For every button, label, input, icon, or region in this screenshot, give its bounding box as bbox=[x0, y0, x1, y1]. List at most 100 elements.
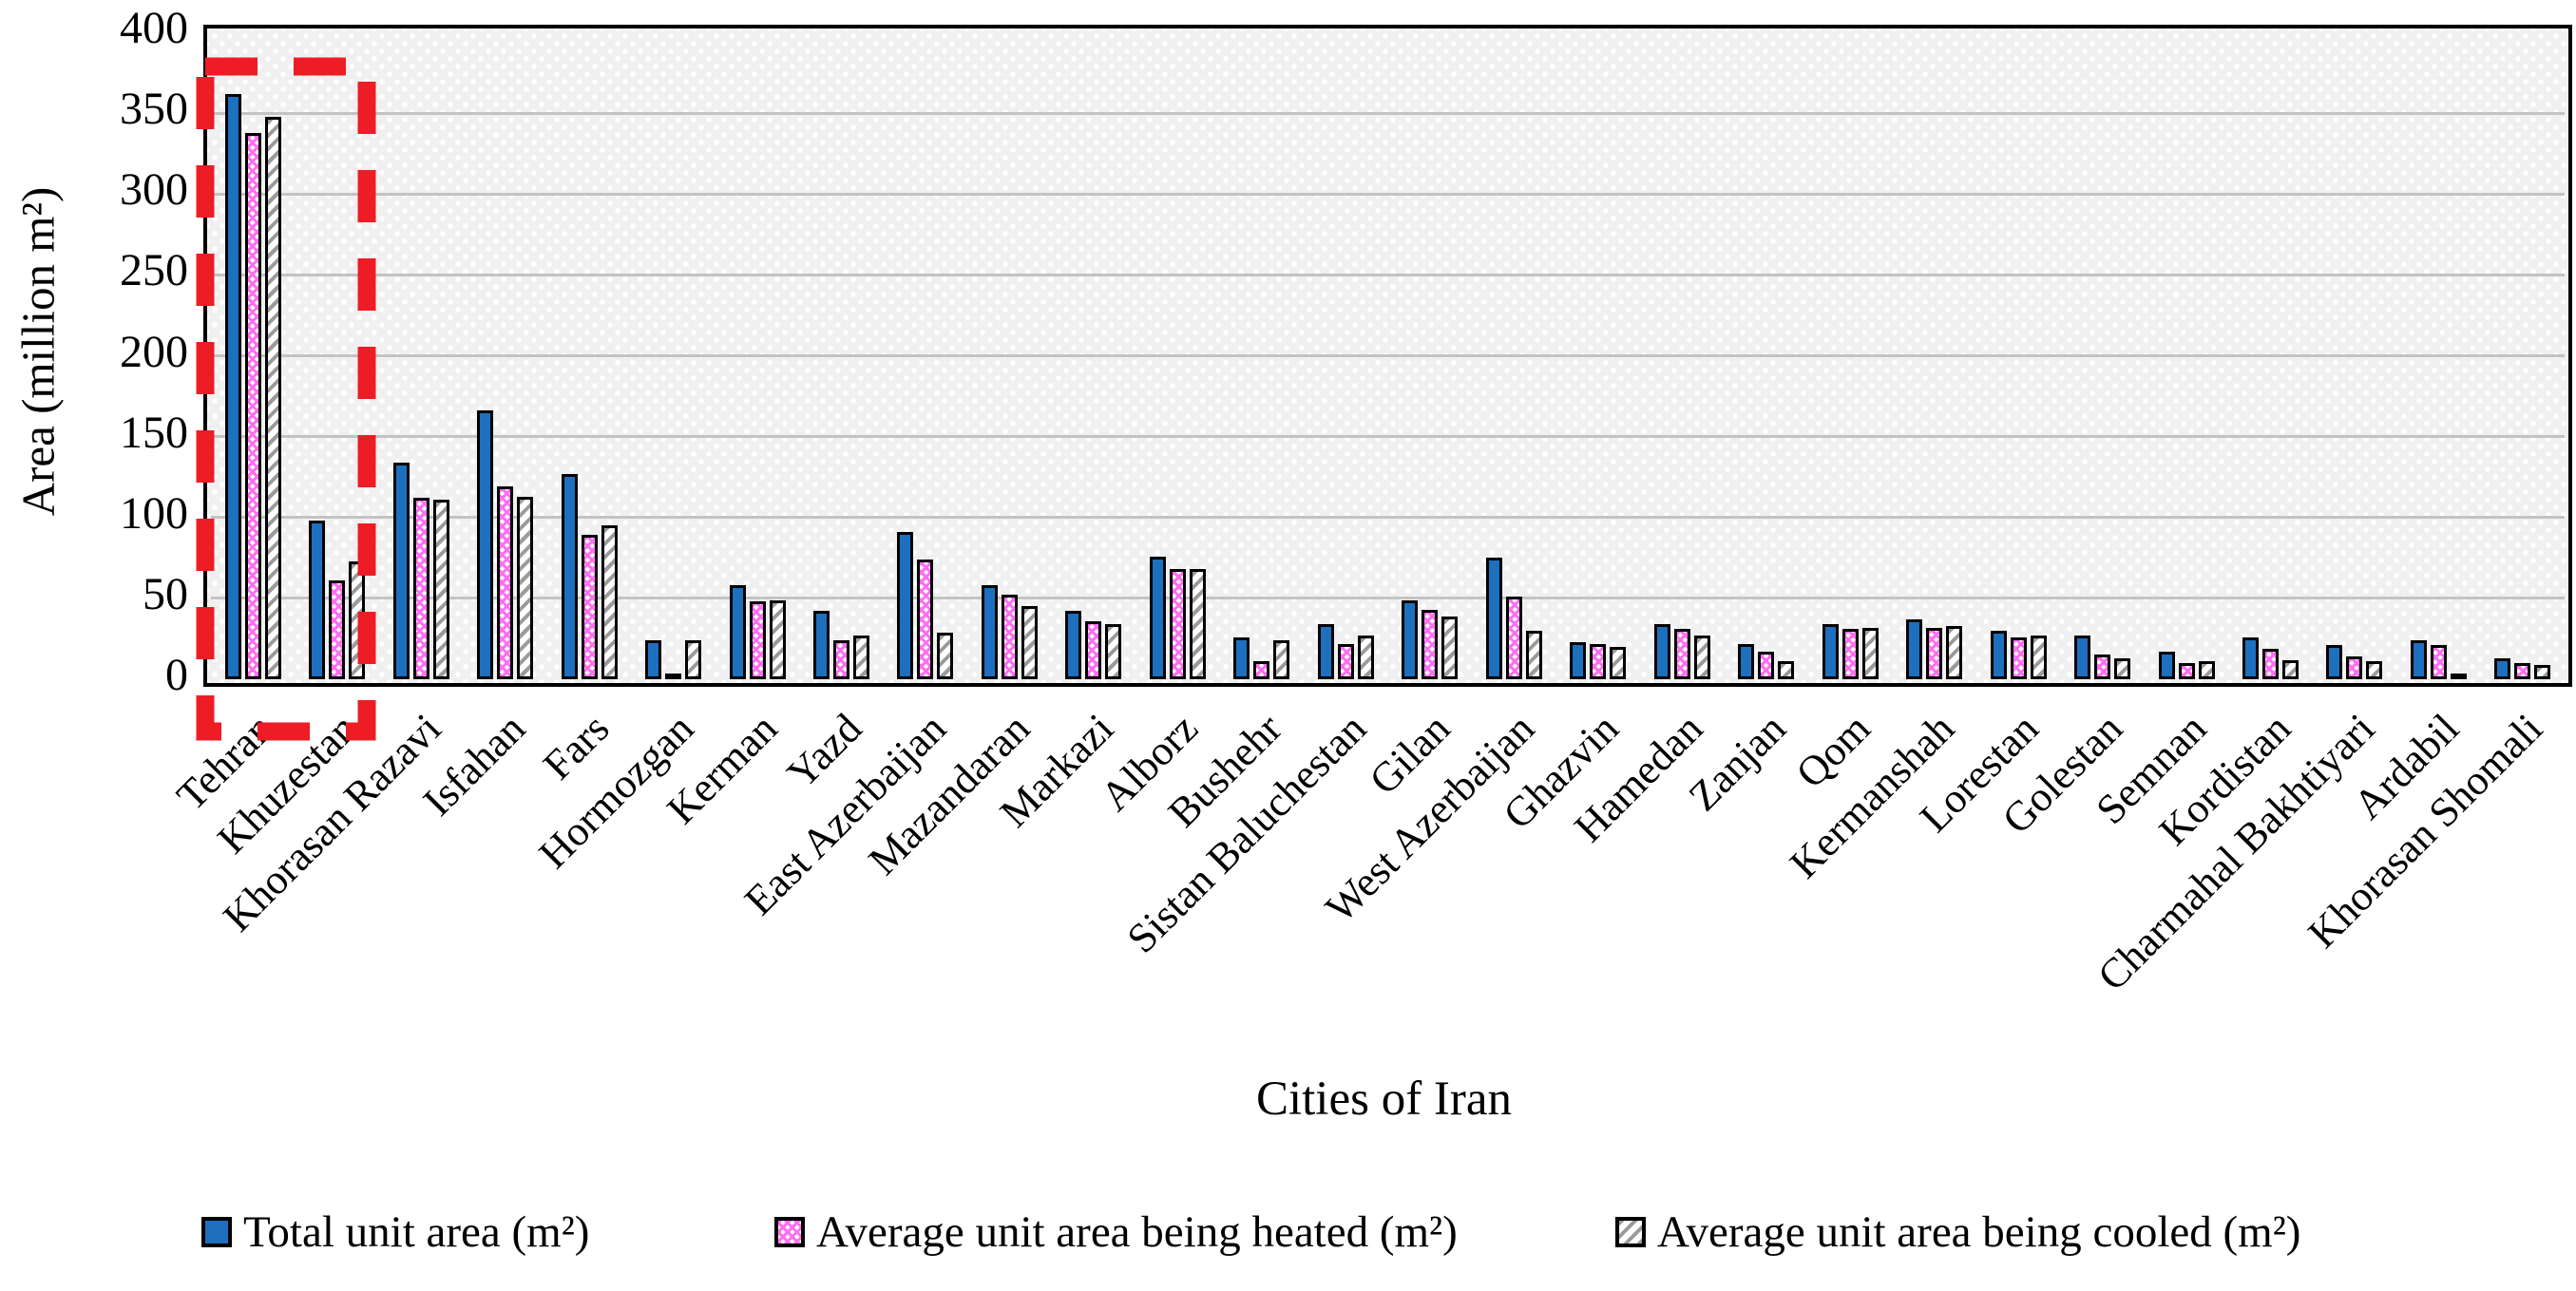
bar-total bbox=[1653, 624, 1670, 679]
bar-heated bbox=[2178, 663, 2195, 679]
bar-group-semnan bbox=[2145, 32, 2228, 679]
bar-total bbox=[1570, 642, 1587, 679]
bar-total bbox=[1822, 624, 1839, 679]
bar-group-gilan bbox=[1388, 32, 1472, 679]
bar-heated bbox=[2346, 656, 2363, 679]
bar-total bbox=[897, 532, 914, 679]
bar-group-qom bbox=[1808, 32, 1892, 679]
bar-cooled bbox=[1693, 636, 1710, 679]
bar-group-charmahal-bakhtiyari bbox=[2313, 32, 2396, 679]
legend-label-cooled: Average unit area being cooled (m²) bbox=[1657, 1207, 2301, 1257]
bar-group-mazandaran bbox=[967, 32, 1051, 679]
gridline bbox=[211, 597, 2565, 600]
bar-heated bbox=[2430, 645, 2447, 679]
bar-total bbox=[2494, 658, 2511, 679]
bar-group-khorasan-shomali bbox=[2481, 32, 2565, 679]
legend-item-total: Total unit area (m²) bbox=[201, 1205, 589, 1260]
y-tick-label: 100 bbox=[120, 487, 188, 539]
bar-cooled bbox=[1610, 647, 1627, 679]
bar-group-alborz bbox=[1135, 32, 1219, 679]
y-tick-label: 200 bbox=[120, 326, 188, 377]
bar-cooled bbox=[1861, 628, 1879, 679]
bar-cooled bbox=[264, 117, 281, 679]
x-axis-title: Cities of Iran bbox=[1255, 1073, 1513, 1126]
bar-cooled bbox=[2534, 665, 2551, 679]
bar-heated bbox=[1590, 644, 1607, 679]
bar-group-isfahan bbox=[463, 32, 546, 679]
bar-total bbox=[729, 585, 746, 679]
bar-heated bbox=[244, 133, 261, 679]
bar-group-golestan bbox=[2060, 32, 2144, 679]
bar-cooled bbox=[517, 497, 534, 679]
bar-group-lorestan bbox=[1976, 32, 2060, 679]
gridline bbox=[211, 273, 2565, 276]
bar-group-bushehr bbox=[1220, 32, 1304, 679]
plot-area bbox=[203, 25, 2572, 687]
bar-heated bbox=[2514, 663, 2531, 679]
bar-cooled bbox=[1357, 636, 1374, 679]
bar-cooled bbox=[2030, 636, 2047, 679]
bar-total bbox=[2410, 640, 2427, 679]
bar-group-west-azerbaijan bbox=[1472, 32, 1555, 679]
bar-group-markazi bbox=[1052, 32, 1135, 679]
bar-total bbox=[1233, 637, 1250, 679]
bar-group-kermanshah bbox=[1892, 32, 1975, 679]
bar-cooled bbox=[2114, 658, 2131, 679]
y-tick-label: 400 bbox=[120, 3, 188, 53]
bar-total bbox=[2326, 645, 2343, 679]
bar-heated bbox=[1505, 597, 1522, 679]
bar-cooled bbox=[1273, 640, 1290, 679]
bar-cooled bbox=[2198, 661, 2215, 679]
bar-heated bbox=[1926, 628, 1943, 679]
bar-group-khuzestan bbox=[295, 32, 378, 679]
bar-group-hamedan bbox=[1640, 32, 1724, 679]
bar-heated bbox=[2010, 637, 2027, 679]
bar-total bbox=[645, 640, 662, 679]
bar-group-khorasan-razavi bbox=[379, 32, 463, 679]
bar-total bbox=[1990, 631, 2007, 679]
bar-group-kordistan bbox=[2228, 32, 2312, 679]
legend-swatch-cooled-icon bbox=[1615, 1217, 1646, 1247]
bar-total bbox=[1906, 619, 1923, 679]
bar-cooled bbox=[937, 633, 954, 679]
y-tick-label: 300 bbox=[120, 164, 188, 216]
bar-cooled bbox=[1778, 661, 1795, 679]
bar-group-ardabil bbox=[2396, 32, 2480, 679]
bar-total bbox=[309, 521, 326, 679]
bar-group-sistan-baluchestan bbox=[1304, 32, 1387, 679]
bar-total bbox=[224, 94, 241, 679]
bar-cooled bbox=[1189, 569, 1206, 679]
bar-group-yazd bbox=[799, 32, 883, 679]
bar-heated bbox=[329, 580, 346, 679]
bar-cooled bbox=[601, 525, 618, 679]
bar-cooled bbox=[1525, 631, 1542, 679]
bar-total bbox=[561, 474, 578, 679]
bar-cooled bbox=[1441, 617, 1459, 679]
gridline-layer bbox=[211, 32, 2565, 679]
bar-heated bbox=[1001, 595, 1018, 679]
bar-group-tehran bbox=[211, 32, 295, 679]
bar-cooled bbox=[2281, 660, 2299, 679]
legend-item-heated: Average unit area being heated (m²) bbox=[774, 1205, 1458, 1260]
y-tick-label: 350 bbox=[120, 84, 188, 135]
legend-item-cooled: Average unit area being cooled (m²) bbox=[1615, 1205, 2300, 1260]
bar-total bbox=[1485, 558, 1502, 679]
bar-heated bbox=[917, 560, 934, 679]
bars-layer bbox=[211, 32, 2565, 679]
legend-label-total: Total unit area (m²) bbox=[243, 1207, 590, 1257]
bar-cooled bbox=[1105, 624, 1122, 679]
bar-heated bbox=[2094, 655, 2111, 679]
bar-cooled bbox=[1021, 606, 1038, 679]
x-tick-label: Zanjan bbox=[1680, 705, 1796, 821]
bar-heated bbox=[497, 486, 514, 679]
bar-heated bbox=[1337, 644, 1354, 679]
bar-total bbox=[2074, 636, 2091, 679]
legend-label-heated: Average unit area being heated (m²) bbox=[816, 1207, 1458, 1257]
y-tick-label: 150 bbox=[120, 407, 188, 458]
bar-total bbox=[981, 585, 998, 679]
bar-heated bbox=[1422, 610, 1439, 679]
bar-total bbox=[1317, 624, 1334, 679]
bar-heated bbox=[665, 674, 682, 679]
bar-cooled bbox=[2450, 674, 2467, 679]
bar-group-hormozgan bbox=[631, 32, 715, 679]
